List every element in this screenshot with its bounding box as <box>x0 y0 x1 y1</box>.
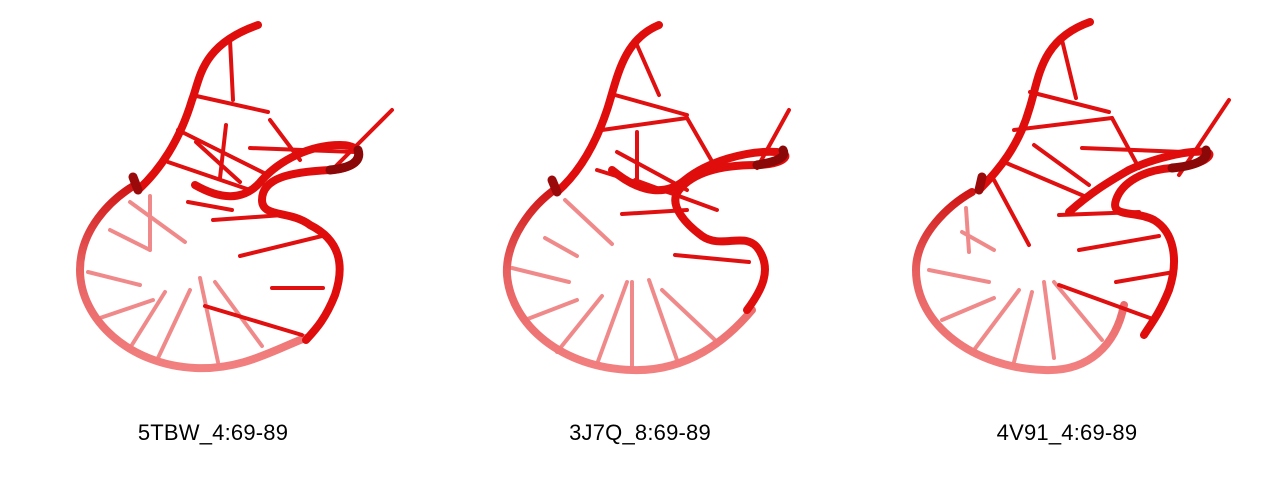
rna-structure-3 <box>912 18 1231 375</box>
base-pair-rungs-back <box>927 206 1104 364</box>
backbone-front-loop <box>608 147 790 314</box>
rna-structure-2 <box>502 21 791 375</box>
backbone-front-cap <box>128 172 143 195</box>
structure-panel-1: 5TBW_4:69-89 <box>0 0 426 480</box>
backbone-front-shade <box>1167 145 1212 173</box>
backbone-front <box>553 21 663 196</box>
base-pair-rungs-front <box>992 38 1231 320</box>
backbone-front-shade <box>752 145 789 170</box>
backbone-back <box>76 181 309 373</box>
backbone-front-loop <box>1065 147 1214 339</box>
backbone-back <box>912 188 1128 375</box>
backbone-front-shade <box>325 145 364 175</box>
backbone-front <box>975 18 1094 194</box>
backbone-front-cap <box>974 172 987 195</box>
rna-structure-1 <box>76 21 394 373</box>
base-pair-rungs-back <box>510 198 717 370</box>
backbone-front-cap <box>547 175 562 197</box>
backbone-front <box>134 21 262 194</box>
structure-label-3: 4V91_4:69-89 <box>996 420 1138 445</box>
structure-panel-3: 4V91_4:69-89 <box>854 0 1280 480</box>
backbone-front-loop <box>191 141 363 344</box>
structure-label-2: 3J7Q_8:69-89 <box>569 420 711 445</box>
structure-panel-2: 3J7Q_8:69-89 <box>427 0 853 480</box>
backbone-back <box>502 184 756 375</box>
structure-label-1: 5TBW_4:69-89 <box>137 420 289 445</box>
